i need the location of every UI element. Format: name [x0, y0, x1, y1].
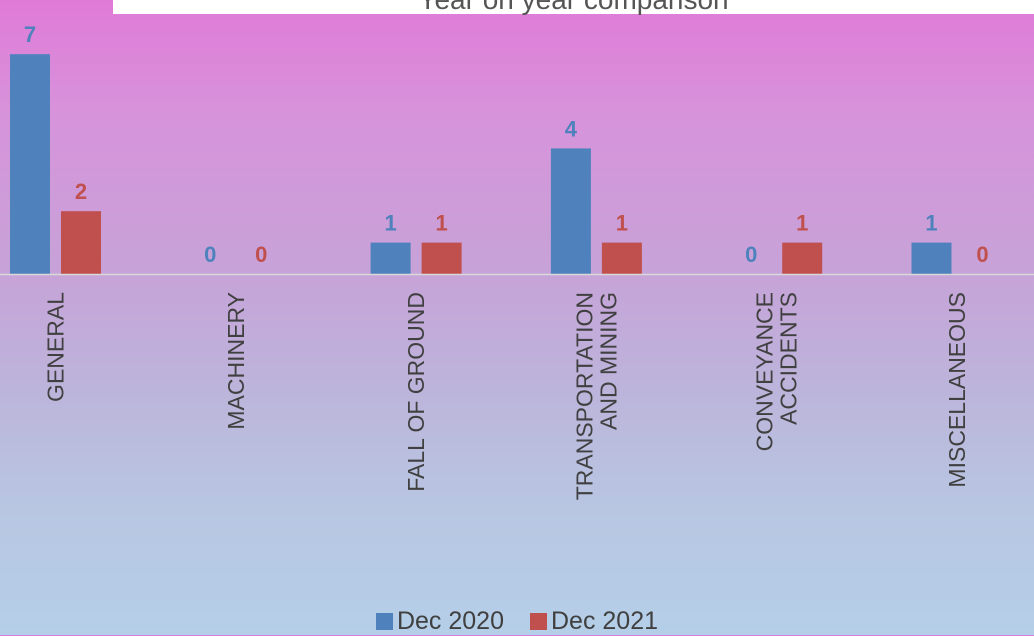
data-label-dec-2021-fall-of-ground: 1 — [435, 211, 447, 236]
legend-item-dec-2021: Dec 2021 — [530, 607, 658, 636]
data-label-dec-2020-miscellaneous: 1 — [925, 211, 937, 236]
bar-dec-2021-general — [61, 211, 101, 274]
data-label-dec-2020-transportation-and-mining: 4 — [565, 116, 578, 141]
title-box: Year on year comparison — [113, 0, 1034, 16]
category-label-conveyance-accidents: CONVEYANCEACCIDENTS — [752, 292, 802, 451]
legend: Dec 2020 Dec 2021 — [0, 607, 1034, 635]
data-label-dec-2021-general: 2 — [75, 179, 87, 204]
chart-title: Year on year comparison — [113, 0, 1034, 16]
legend-item-dec-2020: Dec 2020 — [375, 606, 504, 636]
legend-swatch-dec-2021 — [530, 612, 547, 630]
data-label-dec-2020-conveyance-accidents: 0 — [745, 242, 757, 267]
category-label-fall-of-ground: FALL OF GROUND — [403, 292, 429, 492]
bar-dec-2021-transportation-and-mining — [601, 242, 642, 274]
category-label-transportation-and-mining: TRANSPORTATIONAND MINING — [571, 292, 621, 500]
bar-dec-2021-fall-of-ground — [421, 242, 462, 274]
data-label-dec-2021-transportation-and-mining: 1 — [616, 211, 628, 236]
data-label-dec-2020-general: 7 — [24, 22, 36, 47]
legend-label-dec-2020: Dec 2020 — [396, 606, 504, 635]
category-label-miscellaneous: MISCELLANEOUS — [944, 292, 970, 488]
bar-dec-2020-general — [10, 54, 50, 275]
bar-dec-2020-fall-of-ground — [370, 242, 411, 274]
bar-dec-2020-miscellaneous — [911, 242, 952, 274]
legend-swatch-dec-2020 — [375, 612, 393, 630]
bar-dec-2021-conveyance-accidents — [782, 242, 823, 274]
legend-label-dec-2021: Dec 2021 — [551, 606, 659, 635]
bar-dec-2020-transportation-and-mining — [550, 148, 591, 274]
category-label-machinery: MACHINERY — [223, 292, 249, 430]
data-label-dec-2020-machinery: 0 — [204, 242, 216, 267]
bars-layer — [10, 54, 952, 275]
data-label-dec-2020-fall-of-ground: 1 — [384, 211, 396, 236]
data-label-dec-2021-machinery: 0 — [255, 242, 267, 267]
category-label-general: GENERAL — [43, 292, 69, 402]
data-label-dec-2021-miscellaneous: 0 — [976, 242, 988, 267]
data-label-dec-2021-conveyance-accidents: 1 — [796, 211, 808, 236]
